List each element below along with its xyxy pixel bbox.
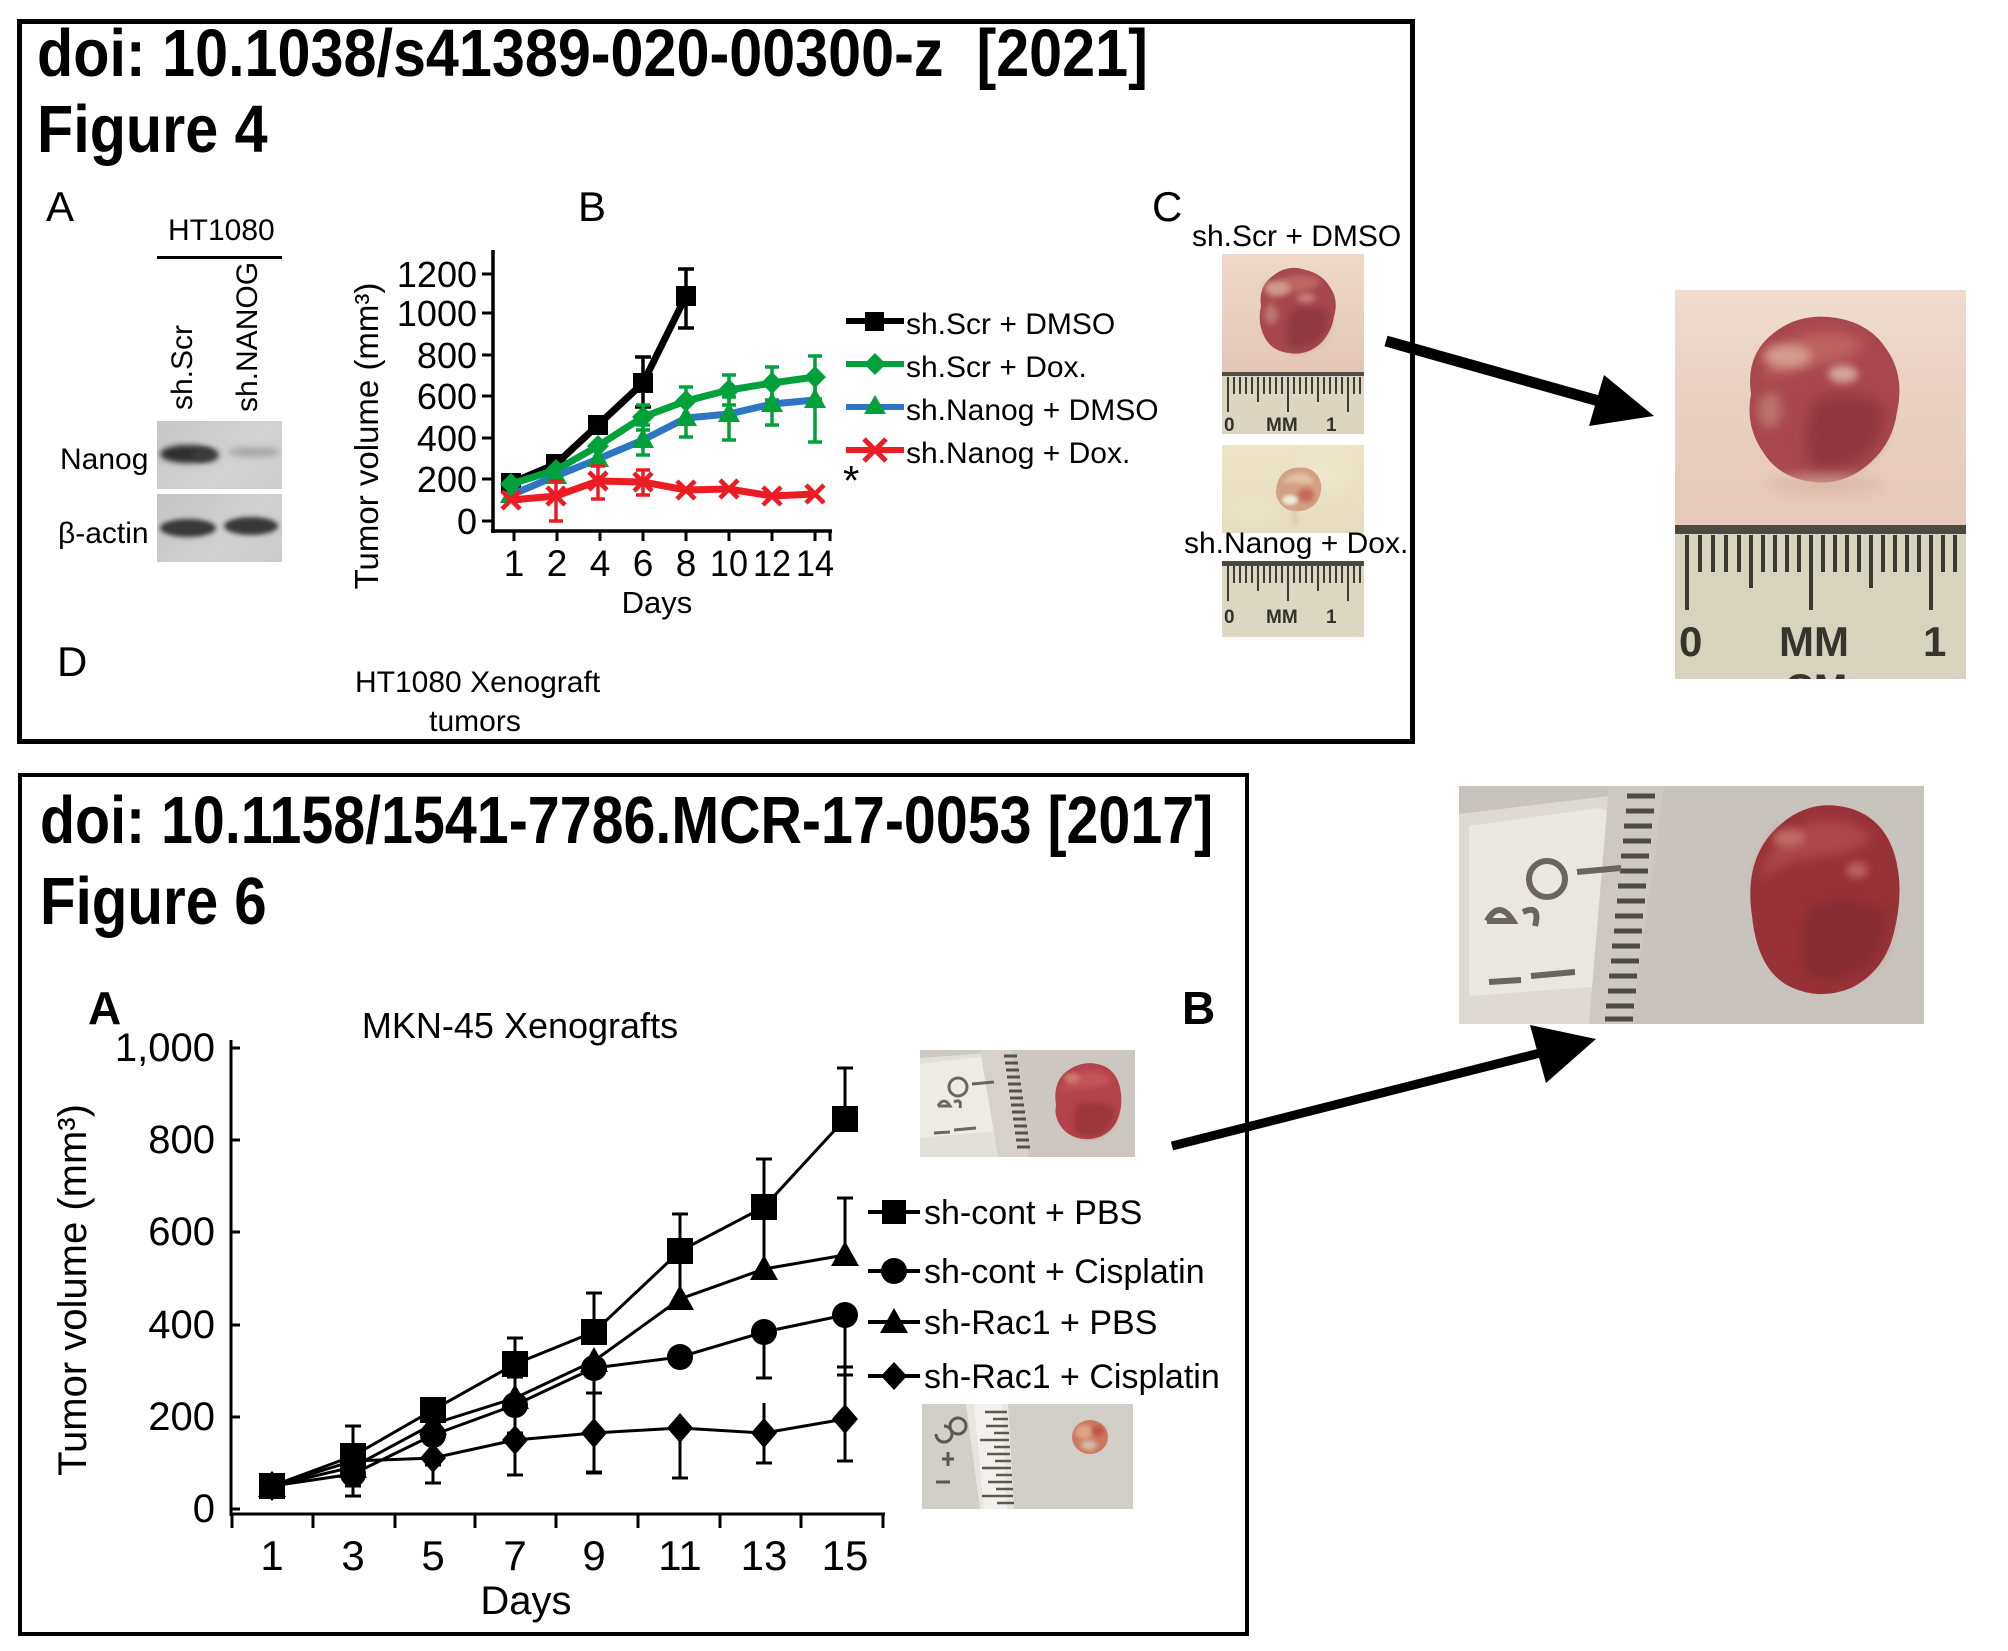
svg-text:MKN-45 Xenografts: MKN-45 Xenografts <box>362 1005 678 1046</box>
svg-text:0: 0 <box>1224 607 1235 628</box>
svg-text:4: 4 <box>590 543 611 584</box>
svg-text:0: 0 <box>193 1487 215 1531</box>
svg-text:200: 200 <box>417 459 477 500</box>
svg-text:400: 400 <box>148 1303 215 1347</box>
svg-text:0: 0 <box>1679 618 1702 665</box>
svg-text:8: 8 <box>676 543 697 584</box>
svg-text:MM: MM <box>1266 415 1298 434</box>
svg-text:9: 9 <box>582 1532 605 1579</box>
svg-text:1: 1 <box>1326 607 1337 628</box>
svg-text:1,000: 1,000 <box>115 1026 215 1070</box>
svg-text:Tumor volume (mm³): Tumor volume (mm³) <box>348 283 385 590</box>
svg-text:Tumor volume (mm³): Tumor volume (mm³) <box>55 1104 95 1476</box>
svg-text:Days: Days <box>480 1579 571 1623</box>
svg-text:1000: 1000 <box>397 293 477 334</box>
svg-text:Days: Days <box>622 585 693 620</box>
svg-text:6: 6 <box>633 543 654 584</box>
svg-text:3: 3 <box>341 1532 364 1579</box>
svg-text:MM: MM <box>1266 607 1298 628</box>
svg-text:600: 600 <box>417 376 477 417</box>
svg-text:1: 1 <box>504 543 525 584</box>
svg-text:0: 0 <box>1224 415 1235 434</box>
svg-text:*: * <box>843 457 859 504</box>
svg-text:10: 10 <box>710 543 748 584</box>
svg-text:CM: CM <box>1785 667 1847 679</box>
svg-text:800: 800 <box>148 1118 215 1162</box>
svg-text:600: 600 <box>148 1210 215 1254</box>
svg-text:0: 0 <box>457 501 477 542</box>
svg-text:5: 5 <box>421 1532 444 1579</box>
svg-text:800: 800 <box>417 335 477 376</box>
svg-text:13: 13 <box>741 1532 788 1579</box>
svg-text:1: 1 <box>1326 415 1337 434</box>
svg-text:200: 200 <box>148 1395 215 1439</box>
svg-text:2: 2 <box>547 543 568 584</box>
svg-text:1: 1 <box>1923 618 1946 665</box>
svg-text:1200: 1200 <box>397 254 477 295</box>
svg-text:400: 400 <box>417 418 477 459</box>
svg-text:1: 1 <box>260 1532 283 1579</box>
svg-text:14: 14 <box>796 543 834 584</box>
svg-text:11: 11 <box>658 1532 702 1579</box>
svg-text:7: 7 <box>503 1532 526 1579</box>
svg-text:15: 15 <box>822 1532 869 1579</box>
svg-text:MM: MM <box>1779 618 1849 665</box>
svg-text:12: 12 <box>753 543 791 584</box>
